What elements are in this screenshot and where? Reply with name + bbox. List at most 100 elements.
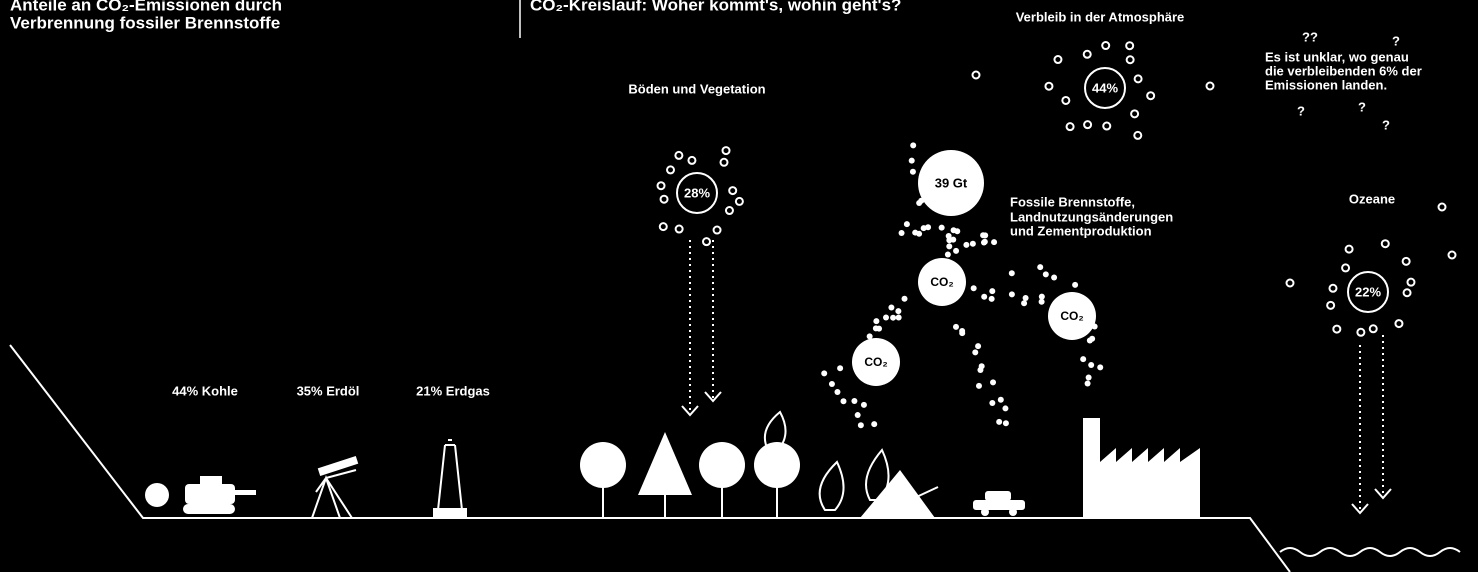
dot <box>902 296 908 302</box>
dot <box>1370 325 1377 332</box>
dot <box>1023 295 1029 301</box>
dot <box>1097 364 1103 370</box>
dot <box>916 231 922 237</box>
question-mark: ?? <box>1302 29 1318 44</box>
dot <box>834 389 840 395</box>
dot <box>963 242 969 248</box>
dot <box>661 196 668 203</box>
dot <box>954 228 960 234</box>
dot <box>1127 56 1134 63</box>
dot <box>1087 338 1093 344</box>
dot <box>896 315 902 321</box>
dot <box>1147 92 1154 99</box>
dot <box>970 241 976 247</box>
dot <box>1327 302 1334 309</box>
sink-title: Böden und Vegetation <box>628 81 765 96</box>
dot <box>1002 405 1008 411</box>
dot <box>972 349 978 355</box>
question-mark: ? <box>1392 33 1400 48</box>
question-mark: ? <box>1297 103 1305 118</box>
dot <box>858 422 864 428</box>
title-line: Verbrennung fossiler Brennstoffe <box>10 13 280 32</box>
dot <box>899 230 905 236</box>
dot <box>873 325 879 331</box>
dot <box>1287 280 1294 287</box>
dot <box>667 166 674 173</box>
dot <box>658 182 665 189</box>
co2-bubble: CO₂ <box>930 275 953 289</box>
dot <box>1407 279 1414 286</box>
dot <box>1021 300 1027 306</box>
dot <box>1084 121 1091 128</box>
source-label: 21% Erdgas <box>416 383 490 398</box>
dot <box>829 381 835 387</box>
dot <box>895 308 901 314</box>
dot <box>1009 270 1015 276</box>
co2-bubble: CO₂ <box>1060 309 1083 323</box>
dot <box>910 142 916 148</box>
dot <box>1072 282 1078 288</box>
dot <box>1126 42 1133 49</box>
emission-total: 39 Gt <box>935 175 968 190</box>
dot <box>676 226 683 233</box>
dot <box>714 227 721 234</box>
dot <box>953 248 959 254</box>
question-mark: ? <box>1382 117 1390 132</box>
dot <box>989 400 995 406</box>
dot <box>909 158 915 164</box>
dot <box>890 315 896 321</box>
dot <box>1357 329 1364 336</box>
dot <box>981 294 987 300</box>
dot <box>675 152 682 159</box>
dot <box>720 159 727 166</box>
dot <box>982 239 988 245</box>
sink-share: 44% <box>1092 80 1118 95</box>
dot <box>1043 271 1049 277</box>
dot <box>998 397 1004 403</box>
title-line: Anteile an CO₂-Emissionen durch <box>10 0 282 14</box>
dot <box>1103 123 1110 130</box>
dot <box>1329 285 1336 292</box>
dot <box>1039 299 1045 305</box>
dot <box>946 243 952 249</box>
sink-title: Verbleib in der Atmosphäre <box>1016 9 1185 24</box>
dot <box>883 314 889 320</box>
dot <box>726 207 733 214</box>
source-label: 44% Kohle <box>172 383 238 398</box>
emission-label: Landnutzungsänderungen <box>1010 209 1173 224</box>
dot <box>1009 291 1015 297</box>
dot <box>1449 252 1456 259</box>
dot <box>946 237 952 243</box>
dot <box>1085 380 1091 386</box>
dot <box>1062 97 1069 104</box>
dot <box>1086 375 1092 381</box>
dot <box>945 252 951 258</box>
dot <box>703 238 710 245</box>
dot <box>873 318 879 324</box>
emission-label: und Zementproduktion <box>1010 223 1152 238</box>
sink-share: 28% <box>684 185 710 200</box>
dot <box>959 328 965 334</box>
dot <box>1382 240 1389 247</box>
dot <box>989 296 995 302</box>
dot <box>991 239 997 245</box>
dot <box>1439 204 1446 211</box>
dot <box>840 398 846 404</box>
dot <box>729 187 736 194</box>
dot <box>916 200 922 206</box>
dot <box>1395 320 1402 327</box>
dot <box>1039 294 1045 300</box>
source-label: 35% Erdöl <box>297 383 360 398</box>
dot <box>1067 123 1074 130</box>
dot <box>996 419 1002 425</box>
dot <box>1051 274 1057 280</box>
dot <box>904 221 910 227</box>
dot <box>1080 356 1086 362</box>
dot <box>925 224 931 230</box>
dot <box>989 288 995 294</box>
dot <box>1342 264 1349 271</box>
dot <box>1037 264 1043 270</box>
dot <box>1403 258 1410 265</box>
dot <box>688 157 695 164</box>
dot <box>736 198 743 205</box>
